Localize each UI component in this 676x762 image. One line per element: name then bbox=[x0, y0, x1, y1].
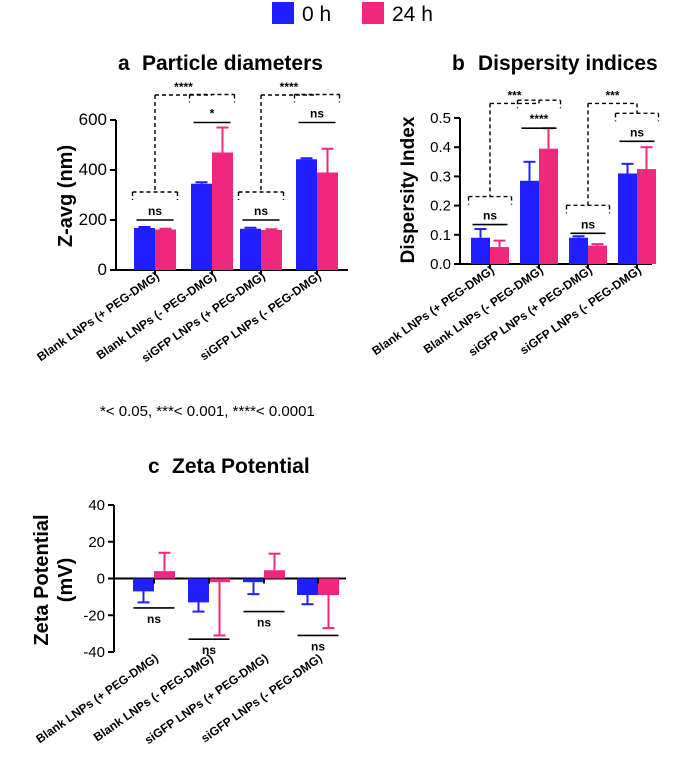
panel-a-ytick-label: 200 bbox=[79, 210, 107, 229]
panel-b-bar-0h bbox=[569, 237, 588, 264]
panel-c-ytick-label: 0 bbox=[97, 571, 105, 588]
panel-c-sig-label: ns bbox=[311, 639, 325, 653]
panel-b-bar-24h bbox=[588, 245, 607, 264]
panel-a-bar-0h bbox=[134, 228, 155, 270]
panel-c-ylabel-line2: (mV) bbox=[55, 558, 77, 602]
legend-label-24h: 24 h bbox=[392, 3, 433, 26]
panel-c-bar-0h bbox=[133, 578, 154, 592]
panel-c-sig-label: ns bbox=[147, 612, 161, 626]
panel-c-bar-24h bbox=[264, 570, 285, 579]
panel-b-bar-24h bbox=[637, 169, 656, 264]
panel-b-ytick-label: 0.1 bbox=[430, 227, 451, 244]
panel-a-bar-24h bbox=[317, 172, 338, 270]
panel-c-bar-0h bbox=[297, 578, 318, 596]
panel-c-title: Zeta Potential bbox=[172, 455, 310, 478]
panel-b-ytick-label: 0.4 bbox=[430, 139, 451, 156]
panel-b-bar-24h bbox=[539, 148, 558, 264]
panel-b-ylabel: Dispersity Index bbox=[398, 116, 419, 263]
panel-b-ytick-label: 0.0 bbox=[430, 256, 451, 273]
panel-a-sig-label: **** bbox=[174, 80, 193, 94]
panel-c-bar-24h bbox=[154, 571, 175, 579]
panel-a-bar-0h bbox=[191, 183, 212, 270]
panel-c-ytick-label: -40 bbox=[83, 644, 105, 661]
panel-a-bar-24h bbox=[212, 152, 233, 270]
panel-b-title: Dispersity indices bbox=[478, 52, 658, 75]
panel-a-sig-label: * bbox=[210, 107, 215, 121]
panel-a-ytick-label: 600 bbox=[79, 110, 107, 129]
panel-b-letter: b bbox=[452, 52, 465, 75]
panel-b-sig-label: *** bbox=[605, 88, 619, 102]
panel-c-bar-24h bbox=[209, 578, 230, 583]
panel-b-sig-label: **** bbox=[530, 112, 549, 126]
panel-a-sig-label: ns bbox=[148, 204, 162, 218]
significance-footnote: *< 0.05, ***< 0.001, ****< 0.0001 bbox=[100, 403, 315, 420]
panel-a-sig-label: **** bbox=[280, 80, 299, 94]
panel-a-ytick-label: 0 bbox=[98, 260, 107, 279]
panel-a-bar-0h bbox=[296, 159, 317, 270]
legend-swatch-0h bbox=[272, 2, 294, 24]
legend: 0 h 24 h bbox=[272, 2, 433, 26]
legend-swatch-24h bbox=[362, 2, 384, 24]
panel-b-sig-label: ns bbox=[630, 125, 644, 139]
panel-a-bar-24h bbox=[155, 229, 176, 270]
panel-c-bar-0h bbox=[188, 578, 209, 603]
panel-b-sig-label: *** bbox=[507, 88, 521, 102]
panel-c-bar-24h bbox=[318, 578, 339, 596]
panel-b-bar-0h bbox=[471, 237, 490, 264]
panel-c-ytick-label: 20 bbox=[88, 534, 105, 551]
legend-label-0h: 0 h bbox=[302, 3, 331, 26]
panel-a-letter: a bbox=[118, 52, 130, 75]
panel-c-ylabel-line1: Zeta Potential bbox=[31, 514, 53, 645]
panel-b-bar-24h bbox=[490, 247, 509, 264]
panel-c-bar-0h bbox=[243, 578, 264, 583]
panel-a-bar-24h bbox=[261, 230, 282, 270]
panel-b-ytick-label: 0.2 bbox=[430, 198, 451, 215]
panel-a-sig-label: ns bbox=[310, 107, 324, 121]
panel-b-sig-label: ns bbox=[483, 209, 497, 223]
panel-b-bar-0h bbox=[618, 173, 637, 264]
panel-c-letter: c bbox=[148, 455, 160, 478]
panel-c-ytick-label: 40 bbox=[88, 497, 105, 514]
panel-c-sig-label: ns bbox=[257, 616, 271, 630]
panel-c-ytick-label: -20 bbox=[83, 607, 105, 624]
panel-a-title: Particle diameters bbox=[142, 52, 323, 75]
panel-a-bar-0h bbox=[240, 228, 261, 270]
panel-b-bar-0h bbox=[520, 180, 539, 264]
panel-a-ylabel: Z-avg (nm) bbox=[55, 145, 77, 247]
panel-b-ytick-label: 0.3 bbox=[430, 168, 451, 185]
panel-c-sig-label: ns bbox=[202, 643, 216, 657]
panel-a-ytick-label: 400 bbox=[79, 160, 107, 179]
panel-b-sig-label: ns bbox=[581, 217, 595, 231]
panel-a-sig-label: ns bbox=[254, 204, 268, 218]
panel-b-ytick-label: 0.5 bbox=[430, 110, 451, 127]
